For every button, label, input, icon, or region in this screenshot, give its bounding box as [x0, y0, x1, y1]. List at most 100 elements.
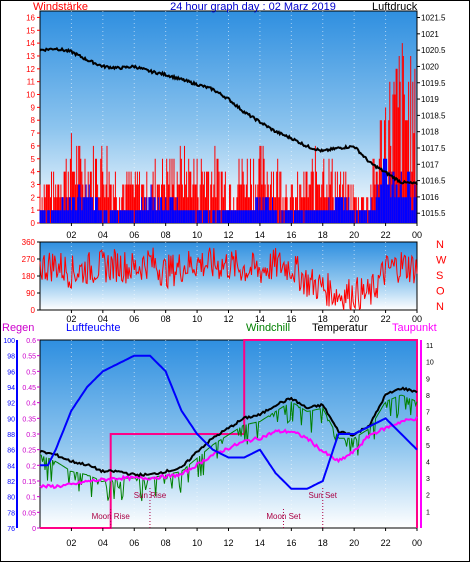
p1-x-tick-label: 10	[192, 230, 202, 240]
regen-y-tick-label: 0.4	[26, 401, 36, 408]
p3-x-tick-label: 04	[98, 538, 108, 548]
compass-label: S	[436, 270, 443, 282]
compass-label: N	[436, 301, 444, 313]
p1-x-tick-label: 14	[255, 230, 265, 240]
p2-x-tick-label: 16	[286, 314, 296, 324]
wind-speed-series	[39, 158, 417, 223]
wind-y-tick-label: 3	[31, 180, 36, 189]
wind-y-tick-label: 15	[26, 26, 35, 35]
windchill-series	[39, 394, 418, 502]
regen-y-tick-label: 0.3	[26, 432, 36, 439]
regen-y-tick-label: 0.6	[26, 338, 36, 345]
direction-y-tick-label: 90	[26, 289, 35, 298]
p2-x-tick-label: 06	[129, 314, 139, 324]
direction-y-tick-label: 270	[22, 255, 36, 264]
temp-y-tick-label: 3	[426, 476, 430, 483]
p1-x-tick-label: 20	[349, 230, 359, 240]
event-marker-label: Moon Rise	[92, 512, 131, 521]
pressure-series	[39, 46, 418, 186]
wind-pressure-chart: 0123456789101112131415161015.510161016.5…	[26, 11, 446, 240]
p2-x-tick-label: 12	[223, 314, 233, 324]
wind-y-tick-label: 7	[31, 129, 36, 138]
wind-y-tick-label: 10	[26, 91, 35, 100]
temp-y-tick-label: 10	[426, 360, 434, 367]
regen-y-tick-label: 0.05	[22, 510, 36, 517]
wind-y-tick-label: 4	[31, 168, 36, 177]
pressure-y-tick-label: 1021.5	[421, 14, 446, 23]
p2-x-tick-label: 02	[66, 314, 76, 324]
wind-y-tick-label: 2	[31, 193, 36, 202]
humidity-y-tick-label: 80	[7, 495, 15, 502]
pressure-y-tick-label: 1020.5	[421, 46, 446, 55]
p3-x-tick-label: 00	[412, 538, 422, 548]
p3-x-tick-label: 20	[349, 538, 359, 548]
regen-y-tick-label: 0.1	[26, 495, 36, 502]
wind-y-tick-label: 12	[26, 65, 35, 74]
wind-y-tick-label: 16	[26, 13, 35, 22]
pressure-y-tick-label: 1018	[421, 128, 439, 137]
p2-x-tick-label: 04	[98, 314, 108, 324]
pressure-y-tick-label: 1016.5	[421, 177, 446, 186]
humidity-y-tick-label: 92	[7, 401, 15, 408]
event-marker-label: Moon Set	[266, 512, 301, 521]
p3-x-tick-label: 14	[255, 538, 265, 548]
regen-y-tick-label: 0.5	[26, 369, 36, 376]
wind-y-tick-label: 13	[26, 52, 35, 61]
regen-y-tick-label: 0.15	[22, 479, 36, 486]
regen-y-tick-label: 0.55	[22, 354, 36, 361]
p3-x-tick-label: 08	[161, 538, 171, 548]
p3-x-tick-label: 10	[192, 538, 202, 548]
p1-x-tick-label: 02	[66, 230, 76, 240]
luftfeuchte-series	[40, 354, 418, 490]
regen-label: Regen	[2, 322, 34, 334]
pressure-y-tick-label: 1016	[421, 193, 439, 202]
p3-x-tick-label: 12	[223, 538, 233, 548]
p2-x-tick-label: 10	[192, 314, 202, 324]
pressure-y-tick-label: 1021	[421, 30, 439, 39]
p1-x-tick-label: 04	[98, 230, 108, 240]
pressure-y-tick-label: 1019	[421, 95, 439, 104]
temp-y-tick-label: 1	[426, 509, 430, 516]
luftfeuchte-label: Luftfeuchte	[66, 322, 120, 334]
p1-x-tick-label: 08	[161, 230, 171, 240]
humidity-y-tick-label: 98	[7, 354, 15, 361]
humidity-y-tick-label: 82	[7, 479, 15, 486]
p1-x-tick-label: 06	[129, 230, 139, 240]
p2-x-tick-label: 14	[255, 314, 265, 324]
p3-x-tick-label: 06	[129, 538, 139, 548]
wind-y-tick-label: 11	[27, 78, 36, 87]
humidity-y-tick-label: 76	[7, 526, 15, 533]
p3-x-tick-label: 02	[66, 538, 76, 548]
temp-y-tick-label: 5	[426, 443, 430, 450]
regen-y-tick-label: 0.2	[26, 463, 36, 470]
p3-x-tick-label: 18	[318, 538, 328, 548]
p3-x-tick-label: 22	[381, 538, 391, 548]
humidity-y-tick-label: 78	[7, 510, 15, 517]
regen-y-tick-label: 0	[32, 526, 36, 533]
wind-y-tick-label: 9	[31, 103, 36, 112]
temp-y-tick-label: 4	[426, 459, 430, 466]
p1-x-tick-label: 00	[412, 230, 422, 240]
humidity-y-tick-label: 88	[7, 432, 15, 439]
compass-label: O	[436, 286, 445, 298]
temp-y-tick-label: 6	[426, 426, 430, 433]
p2-x-tick-label: 18	[318, 314, 328, 324]
p1-x-tick-label: 12	[223, 230, 233, 240]
direction-y-tick-label: 360	[22, 238, 36, 247]
pressure-y-tick-label: 1015.5	[421, 209, 446, 218]
direction-y-tick-label: 180	[22, 272, 36, 281]
p1-x-tick-label: 22	[381, 230, 391, 240]
p1-x-tick-label: 18	[318, 230, 328, 240]
pressure-y-tick-label: 1020	[421, 62, 439, 71]
temp-y-tick-label: 11	[426, 343, 433, 350]
event-marker-label: Sun Set	[309, 491, 338, 500]
compass-label: W	[436, 255, 447, 267]
event-marker-label: Sun Rise	[134, 491, 167, 500]
pressure-y-tick-label: 1018.5	[421, 111, 446, 120]
wind-direction-series	[39, 247, 418, 311]
humidity-y-tick-label: 96	[7, 369, 15, 376]
humidity-y-tick-label: 94	[7, 385, 15, 392]
wind-y-tick-label: 6	[31, 142, 36, 151]
temp-y-tick-label: 9	[426, 376, 430, 383]
